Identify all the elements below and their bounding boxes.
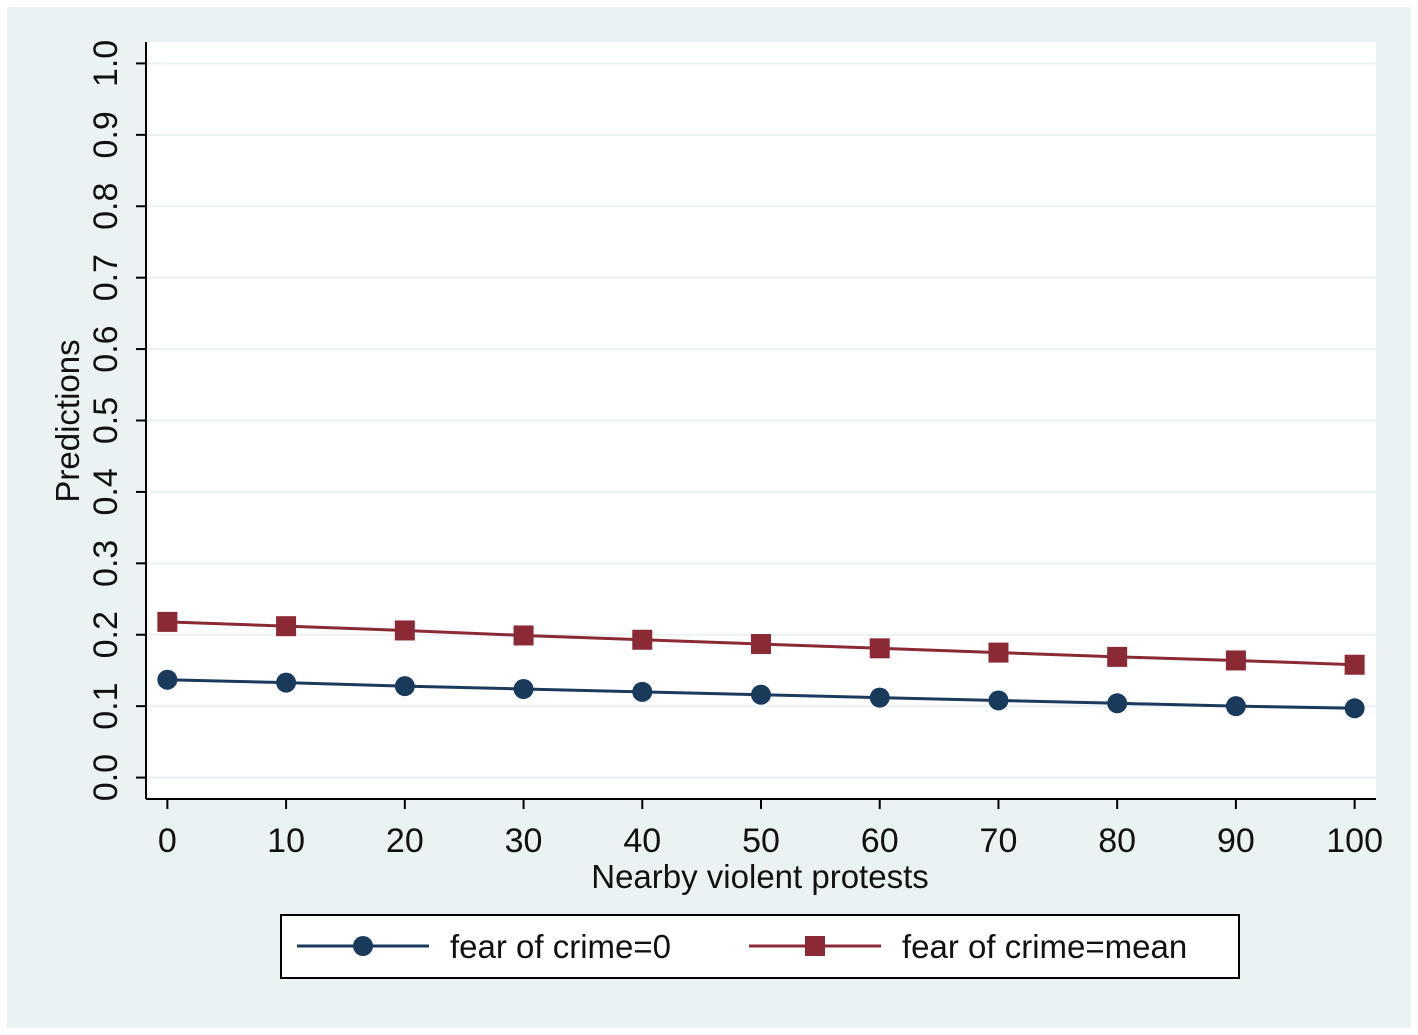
data-point-series-1 [276, 672, 297, 693]
x-tick-label: 10 [267, 822, 305, 860]
data-point-series-1 [513, 679, 534, 700]
y-tick-label: 0.1 [87, 683, 125, 730]
tick-labels: 0.0 0.1 0.2 0.3 0.4 0.5 0.6 0.7 0.8 0.9 1.0 0 10 20 30… [87, 40, 1383, 860]
x-tick-label: 100 [1326, 822, 1383, 860]
legend: fear of crime=0 fear of crime=mean [280, 914, 1240, 979]
data-point-series-2 [632, 629, 653, 650]
legend-marker-series-2 [805, 936, 825, 956]
data-point-series-2 [157, 611, 178, 632]
grid-lines [146, 62, 1376, 779]
y-tick-label: 0.6 [87, 325, 125, 372]
data-point-series-2 [988, 642, 1009, 663]
data-point-series-1 [394, 676, 415, 697]
data-point-series-1 [157, 669, 178, 690]
y-tick-label: 0.4 [87, 468, 125, 515]
data-point-series-2 [394, 620, 415, 641]
data-point-series-2 [1107, 646, 1128, 667]
data-point-series-2 [513, 625, 534, 646]
legend-marker-series-1 [353, 936, 373, 956]
data-point-series-2 [276, 616, 297, 637]
x-tick-label: 90 [1217, 822, 1255, 860]
y-tick-label: 1.0 [87, 40, 125, 87]
legend-label-series-1: fear of crime=0 [450, 928, 671, 965]
x-tick-label: 70 [980, 822, 1018, 860]
x-axis-title: Nearby violent protests [591, 858, 929, 895]
series [157, 611, 1365, 719]
data-point-series-1 [632, 681, 653, 702]
axes [136, 42, 1376, 809]
data-point-series-1 [751, 684, 771, 705]
x-tick-label: 40 [623, 822, 661, 860]
x-tick-label: 80 [1098, 822, 1136, 860]
x-tick-label: 30 [505, 822, 543, 860]
data-point-series-2 [1225, 650, 1246, 671]
y-tick-label: 0.9 [87, 111, 125, 158]
x-tick-label: 0 [158, 822, 177, 860]
x-tick-label: 60 [861, 822, 899, 860]
x-tick-label: 50 [742, 822, 780, 860]
data-point-series-2 [869, 638, 890, 659]
y-tick-label: 0.5 [87, 397, 125, 444]
y-tick-label: 0.7 [87, 254, 125, 301]
data-point-series-1 [988, 690, 1009, 711]
y-tick-label: 0.8 [87, 183, 125, 230]
data-point-series-2 [751, 634, 771, 655]
legend-label-series-2: fear of crime=mean [902, 928, 1187, 965]
data-point-series-2 [1344, 654, 1365, 675]
y-axis-title: Predictions [49, 339, 86, 502]
data-point-series-1 [1107, 693, 1128, 714]
y-tick-label: 0.2 [87, 611, 125, 658]
data-point-series-1 [1344, 698, 1365, 719]
data-point-series-1 [1225, 696, 1246, 717]
y-tick-label: 0.0 [87, 754, 125, 801]
data-point-series-1 [869, 687, 890, 708]
x-tick-label: 20 [386, 822, 424, 860]
y-tick-label: 0.3 [87, 540, 125, 587]
